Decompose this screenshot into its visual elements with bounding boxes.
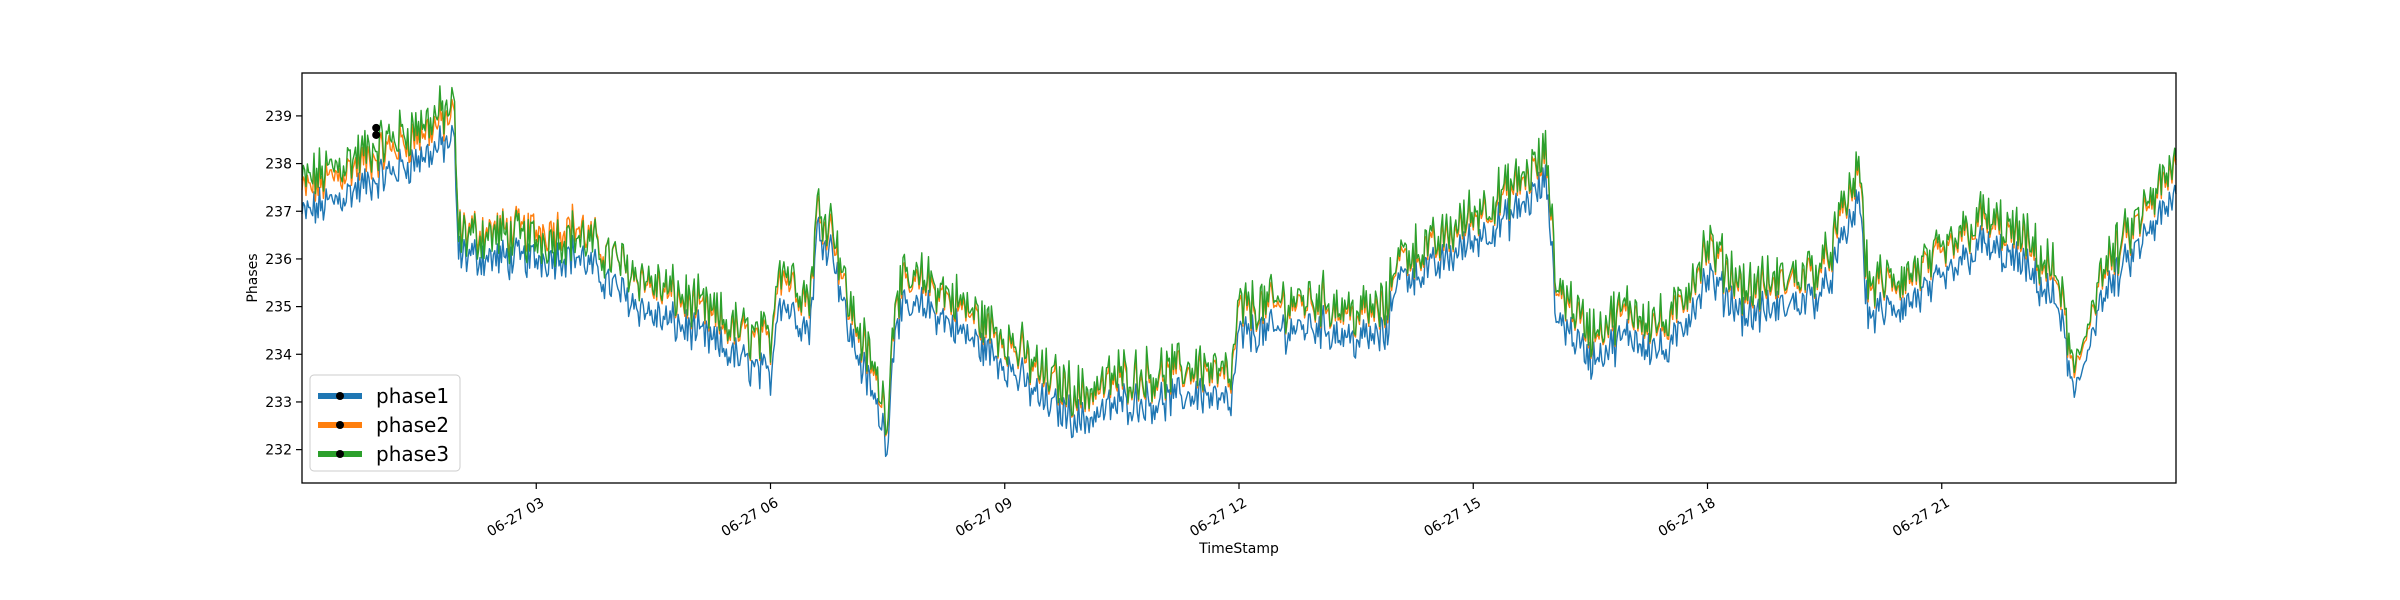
plot-frame (301, 72, 2177, 484)
y-tick-label-238: 238 (265, 157, 292, 173)
legend-marker-phase2 (336, 421, 344, 429)
x-tick-label-7: 06-27 21 (1890, 495, 1953, 540)
x-tick-label-5: 06-27 15 (1422, 495, 1485, 540)
series-line-phase1 (301, 124, 2177, 458)
x-axis-title: TimeStamp (1198, 541, 1279, 557)
y-tick-label-234: 234 (265, 347, 292, 363)
y-axis: 232 233 234 235 236 237 238 239 (265, 109, 302, 459)
marker-layer (372, 123, 381, 139)
series-layer (301, 85, 2177, 458)
legend-label-phase3: phase3 (376, 442, 449, 466)
legend-label-phase2: phase2 (376, 413, 449, 437)
x-tick-label-6: 06-27 18 (1656, 495, 1719, 540)
series-line-phase3 (301, 85, 2177, 436)
y-tick-label-232: 232 (265, 443, 292, 459)
y-tick-label-237: 237 (265, 204, 292, 220)
y-tick-label-235: 235 (265, 300, 292, 316)
legend-marker-phase1 (336, 392, 344, 400)
x-tick-label-4: 06-27 12 (1187, 495, 1250, 540)
y-tick-label-236: 236 (265, 252, 292, 268)
outlier-marker-1 (372, 123, 381, 132)
y-tick-label-239: 239 (265, 109, 292, 125)
x-axis: 06-27 03 06-27 06 06-27 09 06-27 12 06-27 15… (485, 483, 1953, 540)
x-tick-label-3: 06-27 09 (953, 495, 1016, 540)
y-axis-title: Phases (245, 253, 261, 302)
x-tick-label-2: 06-27 06 (719, 495, 782, 540)
y-tick-label-233: 233 (265, 395, 292, 411)
series-line-phase2 (301, 98, 2177, 437)
legend-label-phase1: phase1 (376, 384, 449, 408)
legend-marker-phase3 (336, 450, 344, 458)
outlier-marker-2 (372, 130, 381, 139)
legend: phase1 phase2 phase3 (309, 374, 461, 472)
x-tick-label-1: 06-27 03 (485, 495, 548, 540)
